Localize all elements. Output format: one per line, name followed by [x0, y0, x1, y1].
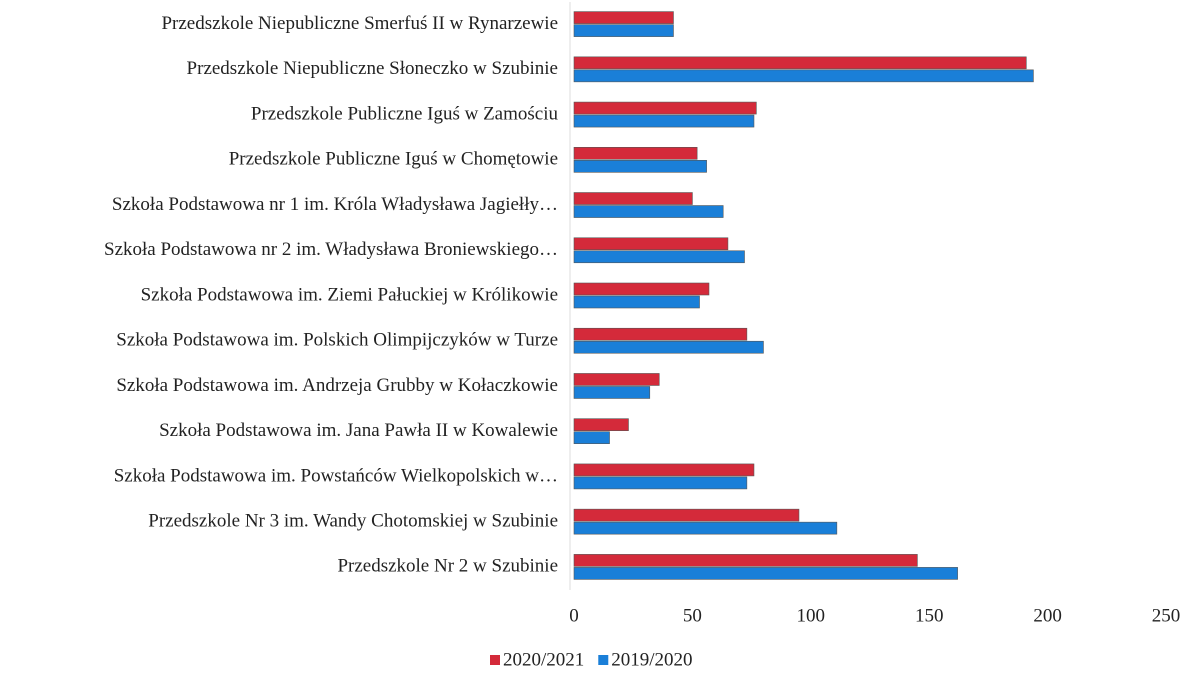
x-tick-label: 0	[569, 605, 579, 626]
y-tick-label: Szkoła Podstawowa im. Andrzeja Grubby w …	[116, 375, 558, 396]
bar	[573, 431, 610, 444]
y-tick-label: Szkoła Podstawowa im. Powstańców Wielkop…	[114, 465, 558, 486]
x-tick-label: 50	[683, 605, 702, 626]
bar	[573, 418, 629, 431]
y-tick-label: Szkoła Podstawowa im. Jana Pawła II w Ko…	[159, 420, 558, 441]
bar	[573, 386, 651, 399]
bar	[573, 11, 674, 24]
bar	[573, 192, 693, 205]
x-tick-label: 100	[797, 605, 826, 626]
y-tick-label: Szkoła Podstawowa im. Polskich Olimpijcz…	[116, 330, 558, 351]
bar	[573, 508, 800, 522]
bar	[573, 521, 838, 535]
y-tick-label: Przedszkole Publiczne Iguś w Chomętowie	[229, 149, 558, 170]
legend-label: 2019/2020	[611, 649, 692, 670]
bar	[573, 56, 1027, 70]
bar	[573, 114, 755, 128]
y-tick-label: Szkoła Podstawowa im. Ziemi Pałuckiej w …	[141, 284, 558, 305]
bar	[573, 295, 700, 309]
y-tick-label: Przedszkole Niepubliczne Słoneczko w Szu…	[187, 58, 558, 79]
bar	[573, 340, 764, 354]
bar	[573, 476, 748, 490]
bar	[573, 567, 958, 580]
bar	[573, 147, 698, 160]
y-tick-label: Przedszkole Nr 2 w Szubinie	[337, 556, 558, 577]
y-tick-label: Przedszkole Publiczne Iguś w Zamościu	[251, 103, 559, 124]
y-tick-label: Przedszkole Nr 3 im. Wandy Chotomskiej w…	[148, 511, 558, 532]
y-tick-label: Szkoła Podstawowa nr 2 im. Władysława Br…	[104, 239, 558, 260]
bar	[573, 463, 755, 477]
bar	[573, 101, 757, 115]
bar	[573, 69, 1034, 83]
x-tick-label: 250	[1152, 605, 1181, 626]
legend-label: 2020/2021	[503, 649, 584, 670]
bar	[573, 24, 674, 37]
bar	[573, 237, 729, 251]
bar	[573, 554, 918, 567]
bar	[573, 160, 707, 173]
y-tick-label: Przedszkole Niepubliczne Smerfuś II w Ry…	[161, 13, 558, 34]
legend-swatch	[598, 655, 609, 665]
x-tick-label: 150	[915, 605, 944, 626]
legend-swatch	[490, 655, 500, 665]
x-tick-label: 200	[1033, 605, 1062, 626]
bar	[573, 327, 748, 341]
bar	[573, 250, 745, 264]
bar	[573, 282, 710, 296]
bar	[573, 205, 724, 218]
bar	[573, 373, 660, 386]
y-tick-label: Szkoła Podstawowa nr 1 im. Króla Władysł…	[112, 194, 558, 215]
